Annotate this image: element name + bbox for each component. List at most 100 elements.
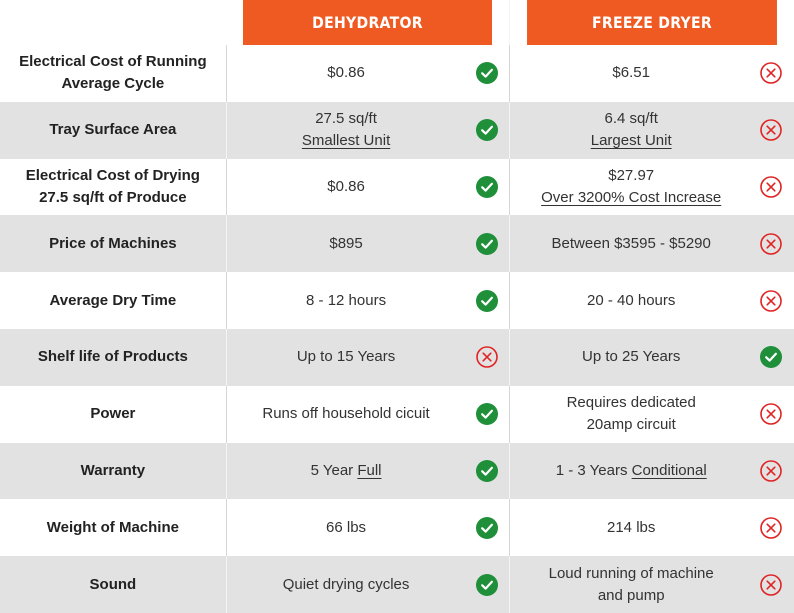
cross-icon [760,62,783,85]
freeze-dryer-cell: Up to 25 Years [510,329,794,386]
row-label: Weight of Machine [0,499,226,556]
column-divider [225,328,227,386]
cell-text: 6.4 sq/ft [604,110,658,128]
column-divider [225,215,227,273]
row-label-line: Average Dry Time [49,291,177,309]
underlined-text: Full [357,461,382,479]
check-icon [475,175,498,198]
cell-line: and pump [510,585,752,607]
underlined-text: Largest Unit [590,132,672,150]
table-row: Power Runs off household cicuit Requires d… [0,385,794,443]
column-divider [509,272,511,329]
row-label-line: Weight of Machine [46,518,179,536]
dehydrator-cell: Quiet drying cycles [227,556,510,613]
freeze-dryer-cell: 214 lbs [510,499,794,556]
row-label-line: Price of Machines [49,234,177,252]
cell-value: 1 - 3 Years Conditional [510,460,752,482]
cell-line: Between $3595 - $5290 [510,233,752,255]
dehydrator-cell: 27.5 sq/ft Smallest Unit [227,102,510,159]
table-row: Electrical Cost of Running Average Cycle $… [0,45,794,102]
cell-line: 5 Year Full [227,460,466,482]
cell-text: 20amp circuit [586,416,676,434]
cell-text: Up to 25 Years [581,348,681,366]
column-divider [225,442,227,500]
column-divider [509,215,511,273]
check-icon [475,62,498,85]
column-divider [509,442,511,500]
cell-text: 1 - 3 Years [555,461,632,479]
cell-value: Requires dedicated 20amp circuit [510,392,752,436]
cell-line: $0.86 [227,62,466,84]
check-icon [475,289,498,312]
underlined-text: Conditional [631,461,707,479]
column-divider [509,556,511,613]
row-label-line: Sound [89,575,137,593]
cross-icon [475,346,498,369]
column-divider [225,272,227,329]
row-label: Tray Surface Area [0,102,226,159]
cell-text: 5 Year [310,461,358,479]
cell-line: $895 [227,233,466,255]
freeze-dryer-cell: $27.97 Over 3200% Cost Increase [510,159,794,216]
cross-icon [760,516,783,539]
table-row: Electrical Cost of Drying 27.5 sq/ft of P… [0,158,794,216]
cell-line: 27.5 sq/ft [227,108,466,130]
dehydrator-cell: 5 Year Full [227,443,510,500]
dehydrator-cell: $0.86 [227,159,510,216]
cell-text: 8 - 12 hours [306,291,387,309]
cell-value: $27.97 Over 3200% Cost Increase [510,165,752,209]
dehydrator-cell: $0.86 [227,45,510,102]
cell-text: and pump [597,586,665,604]
cell-line: Requires dedicated [510,392,752,414]
cell-line: $0.86 [227,176,466,198]
cell-value: Runs off household cicuit [227,403,466,425]
column-divider [509,158,511,216]
table-row: Shelf life of Products Up to 15 Years Up t… [0,328,794,386]
row-label-line: Warranty [80,461,146,479]
cell-line: Largest Unit [510,130,752,152]
table-row: Weight of Machine 66 lbs 214 lbs [0,499,794,557]
cell-value: 6.4 sq/ft Largest Unit [510,108,752,152]
underlined-text: Smallest Unit [301,132,391,150]
cell-value: 8 - 12 hours [227,290,466,312]
dehydrator-cell: 8 - 12 hours [227,272,510,329]
check-icon [475,573,498,596]
dehydrator-cell: Runs off household cicuit [227,386,510,443]
column-divider [225,101,227,159]
cross-icon [760,403,783,425]
column-divider [509,499,511,557]
table-header: DEHYDRATOR FREEZE DRYER [0,0,794,45]
cell-text: $0.86 [327,177,365,195]
underlined-text: Over 3200% Cost Increase [541,188,722,206]
cell-line: 20amp circuit [510,414,752,436]
column-divider [225,158,227,216]
cell-line: 8 - 12 hours [227,290,466,312]
cell-value: 27.5 sq/ft Smallest Unit [227,108,466,152]
row-label-line: Electrical Cost of Drying [25,166,200,184]
table-row: Warranty 5 Year Full 1 - 3 Years Condition… [0,442,794,500]
dehydrator-cell: Up to 15 Years [227,329,510,386]
check-icon [475,516,498,539]
cell-value: $895 [227,233,466,255]
row-label-line: Tray Surface Area [49,121,177,139]
column-divider [225,556,227,613]
cell-text: Between $3595 - $5290 [551,234,711,252]
row-label: Power [0,386,226,443]
cell-text: 27.5 sq/ft [315,110,377,128]
freeze-dryer-cell: Requires dedicated 20amp circuit [510,386,794,443]
column-divider [509,101,511,159]
row-label-line: Average Cycle [61,75,165,93]
cell-value: Between $3595 - $5290 [510,233,752,255]
cell-line: $6.51 [510,62,752,84]
cell-value: Up to 25 Years [510,346,752,368]
cell-text: $6.51 [612,64,650,82]
cell-line: Smallest Unit [227,130,466,152]
check-icon [475,459,498,482]
column-divider [225,385,227,443]
cell-line: 214 lbs [510,517,752,539]
row-label: Warranty [0,443,226,500]
row-label: Electrical Cost of Running Average Cycle [0,45,226,102]
table-row: Tray Surface Area 27.5 sq/ft Smallest Unit… [0,101,794,159]
cell-line: Loud running of machine [510,563,752,585]
header-blank [0,0,226,45]
